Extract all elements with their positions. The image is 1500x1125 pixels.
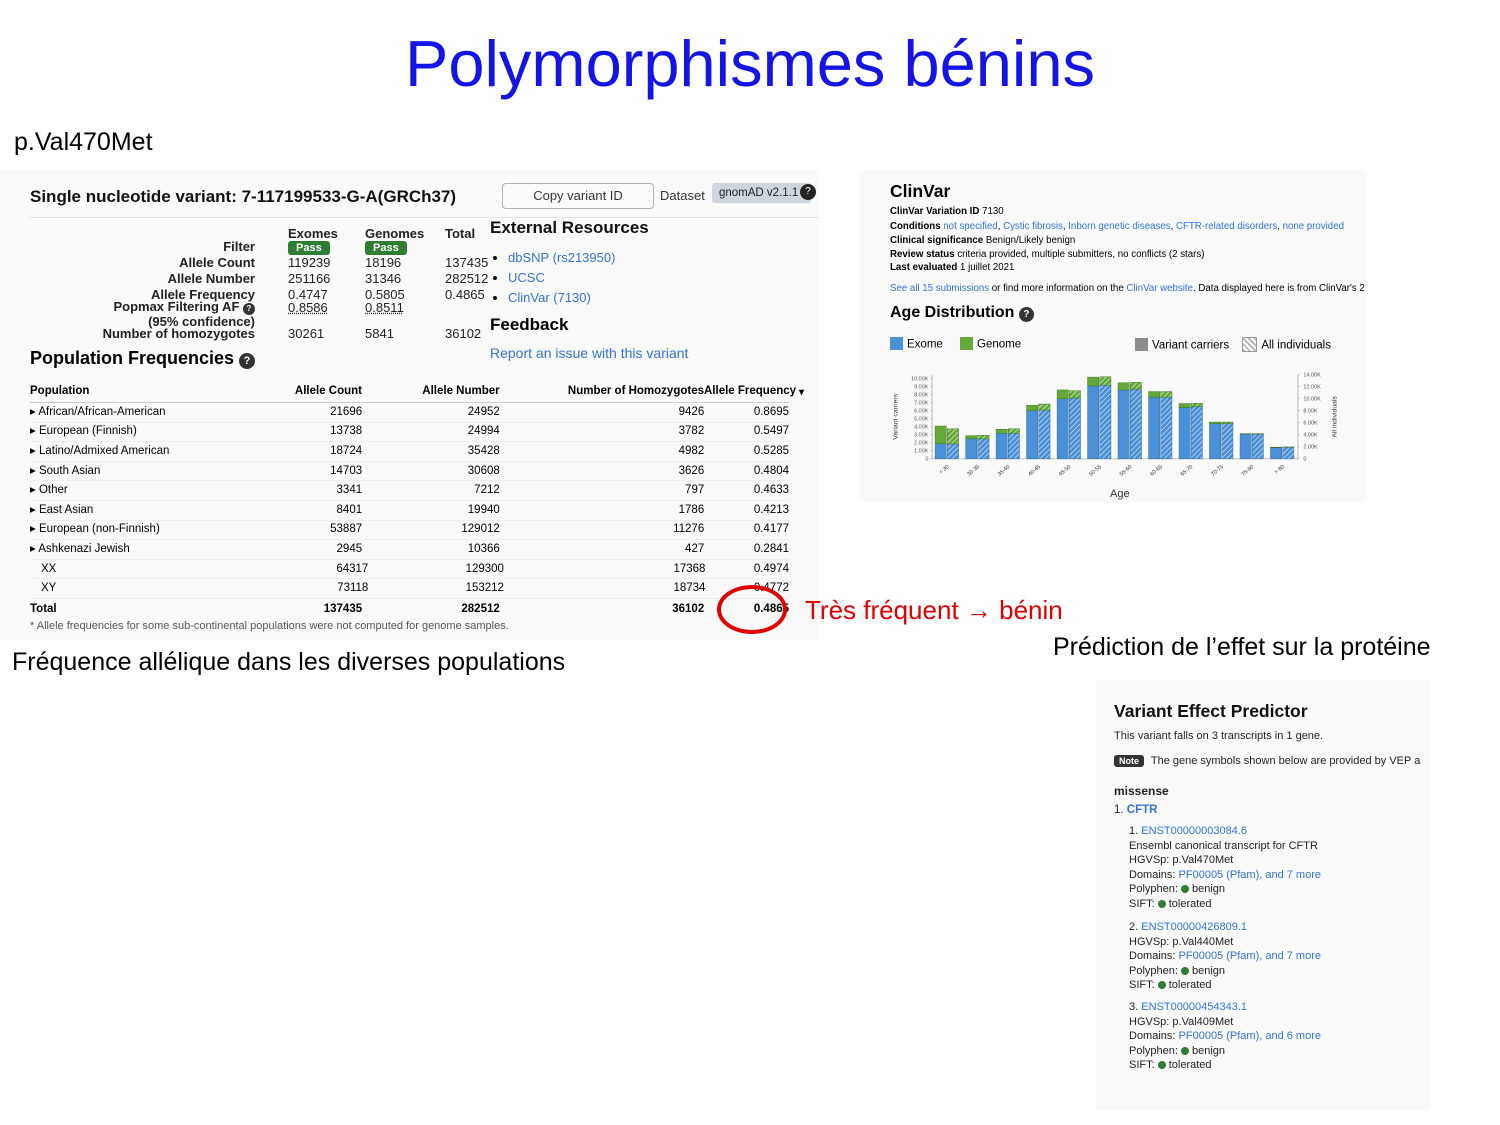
svg-text:8.00K: 8.00K — [914, 393, 929, 399]
svg-text:6.00K: 6.00K — [1303, 421, 1318, 427]
svg-text:14.00K: 14.00K — [1303, 373, 1321, 379]
svg-text:4.00K: 4.00K — [914, 425, 929, 431]
svg-text:0: 0 — [925, 457, 928, 463]
svg-text:60-65: 60-65 — [1149, 464, 1164, 478]
svg-text:45-50: 45-50 — [1058, 464, 1073, 478]
svg-text:40-45: 40-45 — [1027, 464, 1042, 478]
svg-text:Variant carriers: Variant carriers — [892, 393, 899, 439]
svg-text:4.00K: 4.00K — [1303, 433, 1318, 439]
svg-text:10.00K: 10.00K — [1303, 397, 1321, 403]
svg-text:2.00K: 2.00K — [914, 441, 929, 447]
svg-text:65-70: 65-70 — [1180, 464, 1195, 478]
svg-text:70-75: 70-75 — [1210, 464, 1225, 478]
svg-text:7.00K: 7.00K — [914, 401, 929, 407]
svg-text:All individuals: All individuals — [1331, 396, 1338, 438]
svg-text:6.00K: 6.00K — [914, 409, 929, 415]
svg-text:2.00K: 2.00K — [1303, 445, 1318, 451]
svg-text:12.00K: 12.00K — [1303, 385, 1321, 391]
svg-text:5.00K: 5.00K — [914, 417, 929, 423]
svg-text:50-55: 50-55 — [1088, 464, 1103, 478]
svg-text:55-60: 55-60 — [1119, 464, 1134, 478]
svg-text:1.00K: 1.00K — [914, 449, 929, 455]
svg-text:> 80: > 80 — [1274, 464, 1286, 476]
svg-text:35-40: 35-40 — [997, 464, 1012, 478]
svg-text:3.00K: 3.00K — [914, 433, 929, 439]
svg-text:10.00K: 10.00K — [911, 377, 929, 383]
svg-text:< 30: < 30 — [938, 464, 950, 476]
svg-text:0: 0 — [1303, 457, 1306, 463]
svg-text:75-80: 75-80 — [1241, 464, 1256, 478]
svg-text:8.00K: 8.00K — [1303, 409, 1318, 415]
svg-text:30-35: 30-35 — [966, 464, 981, 478]
svg-text:9.00K: 9.00K — [914, 385, 929, 391]
